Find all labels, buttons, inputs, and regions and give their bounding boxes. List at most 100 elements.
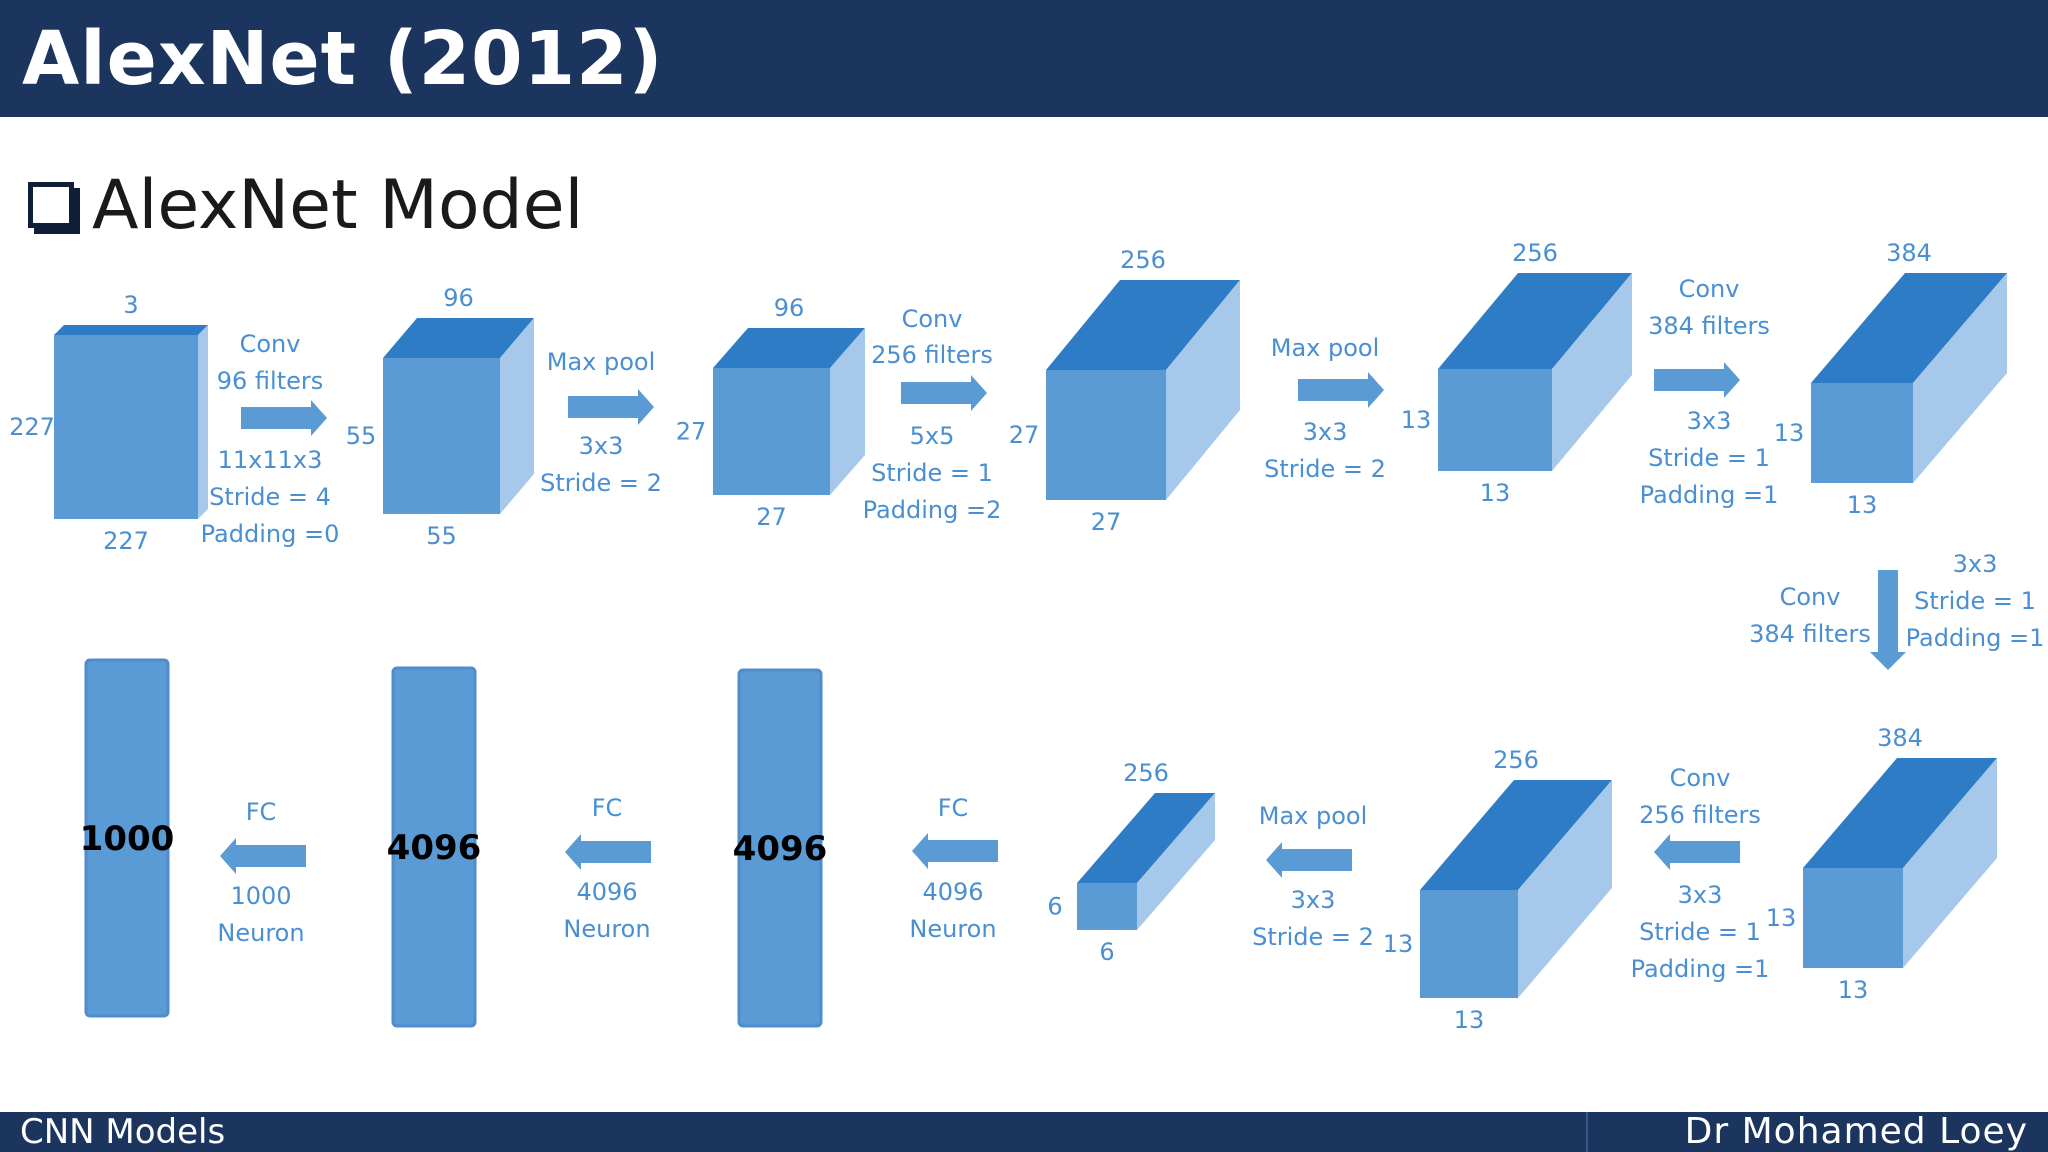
operation-text: Max pool [1259, 802, 1368, 830]
operation-text: Neuron [217, 919, 304, 947]
layer-volume-input: 3 227 227 [9, 291, 208, 555]
volume-depth-label: 256 [1512, 239, 1558, 267]
footer-author: Dr Mohamed Loey [1684, 1111, 2028, 1152]
volume-side-face [830, 328, 865, 495]
operation-text: Stride = 2 [540, 469, 662, 497]
operation-text: 1000 [230, 882, 291, 910]
volume-top-face [1046, 280, 1240, 370]
fc-neuron-count: 4096 [733, 829, 828, 869]
operation-text: Neuron [909, 915, 996, 943]
volume-width-label: 55 [426, 522, 457, 550]
operation-text: Padding =1 [1640, 481, 1779, 509]
layer-volume-conv3: 384 13 13 [1774, 239, 2007, 519]
volume-height-label: 13 [1774, 419, 1805, 447]
operation-text: 256 filters [871, 341, 993, 369]
flow-arrow-down-icon [1870, 570, 1906, 670]
operation-text: 11x11x3 [218, 446, 323, 474]
operation-text: Stride = 2 [1264, 455, 1386, 483]
volume-top-face [713, 328, 865, 368]
operation-text: Padding =1 [1631, 955, 1770, 983]
flow-arrow-left-icon [220, 838, 306, 874]
operation-text: Stride = 4 [209, 483, 331, 511]
operation-text: Conv [1679, 275, 1740, 303]
volume-width-label: 27 [756, 503, 787, 531]
layer-volume-pool1: 96 27 27 [676, 294, 865, 531]
volume-side-face [1552, 273, 1632, 471]
slide-title: AlexNet (2012) [22, 16, 664, 102]
volume-side-face [198, 325, 208, 519]
flow-arrow-left-icon [565, 834, 651, 870]
operation-text: 5x5 [910, 422, 955, 450]
volume-height-label: 227 [9, 413, 55, 441]
layer-volume-conv1: 96 55 55 [346, 284, 534, 550]
fc-bar [391, 666, 477, 1028]
volume-width-label: 13 [1838, 976, 1869, 1004]
operation-text: 96 filters [217, 367, 324, 395]
operation-text: Conv [240, 330, 301, 358]
fc-layer-fc7: 4096 [387, 666, 481, 1028]
volume-depth-label: 256 [1120, 246, 1166, 274]
volume-side-face [1913, 273, 2007, 483]
operation-text: 3x3 [1303, 418, 1348, 446]
volume-front-face [383, 358, 500, 514]
operation-text: 256 filters [1639, 801, 1761, 829]
operation-text: 4096 [576, 878, 637, 906]
operation-op3: Conv 256 filters 5x5 Stride = 1 Padding =2 [863, 305, 1002, 524]
volume-top-face [1811, 273, 2007, 383]
volume-width-label: 27 [1091, 508, 1122, 536]
header-bar: AlexNet (2012) [0, 0, 2048, 117]
operation-text: Conv [902, 305, 963, 333]
operation-op7: Conv 256 filters 3x3 Stride = 1 Padding =1 [1631, 764, 1770, 983]
layer-volume-conv5: 256 13 13 [1383, 746, 1612, 1034]
fc-bar [737, 668, 823, 1028]
volume-front-face [713, 368, 830, 495]
volume-width-label: 13 [1454, 1006, 1485, 1034]
operation-op2: Max pool 3x3 Stride = 2 [540, 348, 662, 497]
operation-op11: FC 1000 Neuron [217, 798, 304, 947]
volume-width-label: 13 [1847, 491, 1878, 519]
volume-height-label: 13 [1383, 930, 1414, 958]
layer-volume-pool3: 256 6 6 [1047, 759, 1215, 966]
volume-top-face [1420, 780, 1612, 890]
operation-op1: Conv 96 filters 11x11x3 Stride = 4 Padding =… [201, 330, 340, 548]
volume-front-face [1811, 383, 1913, 483]
layer-volume-pool2: 256 13 13 [1401, 239, 1632, 507]
flow-arrow-left-icon [912, 833, 998, 869]
operation-text: 3x3 [1291, 886, 1336, 914]
operation-text: Padding =2 [863, 496, 1002, 524]
volume-top-face [54, 325, 208, 335]
volume-height-label: 13 [1766, 904, 1797, 932]
operation-text: Max pool [547, 348, 656, 376]
flow-arrow-left-icon [1654, 834, 1740, 870]
footer-course: CNN Models [20, 1112, 226, 1152]
volume-depth-label: 96 [443, 284, 474, 312]
operation-text: Stride = 1 [1648, 444, 1770, 472]
operation-text: 4096 [922, 878, 983, 906]
volume-width-label: 6 [1099, 938, 1114, 966]
volume-height-label: 6 [1047, 893, 1062, 921]
operation-text: FC [592, 794, 623, 822]
operation-text: 384 filters [1648, 312, 1770, 340]
volume-height-label: 27 [1009, 421, 1040, 449]
layer-volume-conv4: 384 13 13 [1766, 724, 1997, 1004]
layer-volume-conv2: 256 27 27 [1009, 246, 1240, 536]
volume-side-face [1166, 280, 1240, 500]
flow-arrow-left-icon [1266, 842, 1352, 878]
operation-text: Padding =0 [201, 520, 340, 548]
operation-text: Stride = 1 [1914, 587, 2036, 615]
volume-height-label: 27 [676, 418, 707, 446]
volume-side-face [1137, 793, 1215, 930]
flow-arrow-right-icon [568, 389, 654, 425]
operation-op4: Max pool 3x3 Stride = 2 [1264, 334, 1386, 483]
operation-text: 3x3 [579, 432, 624, 460]
operation-text: Stride = 1 [871, 459, 993, 487]
operation-op6: Conv 384 filters 3x3 Stride = 1 Padding =1 [1749, 550, 2044, 652]
operation-op5: Conv 384 filters 3x3 Stride = 1 Padding =1 [1640, 275, 1779, 509]
flow-arrow-right-icon [901, 375, 987, 411]
operation-op9: FC 4096 Neuron [909, 794, 996, 943]
footer-divider [1586, 1112, 1588, 1152]
operation-text: 3x3 [1953, 550, 1998, 578]
volume-depth-label: 384 [1886, 239, 1932, 267]
